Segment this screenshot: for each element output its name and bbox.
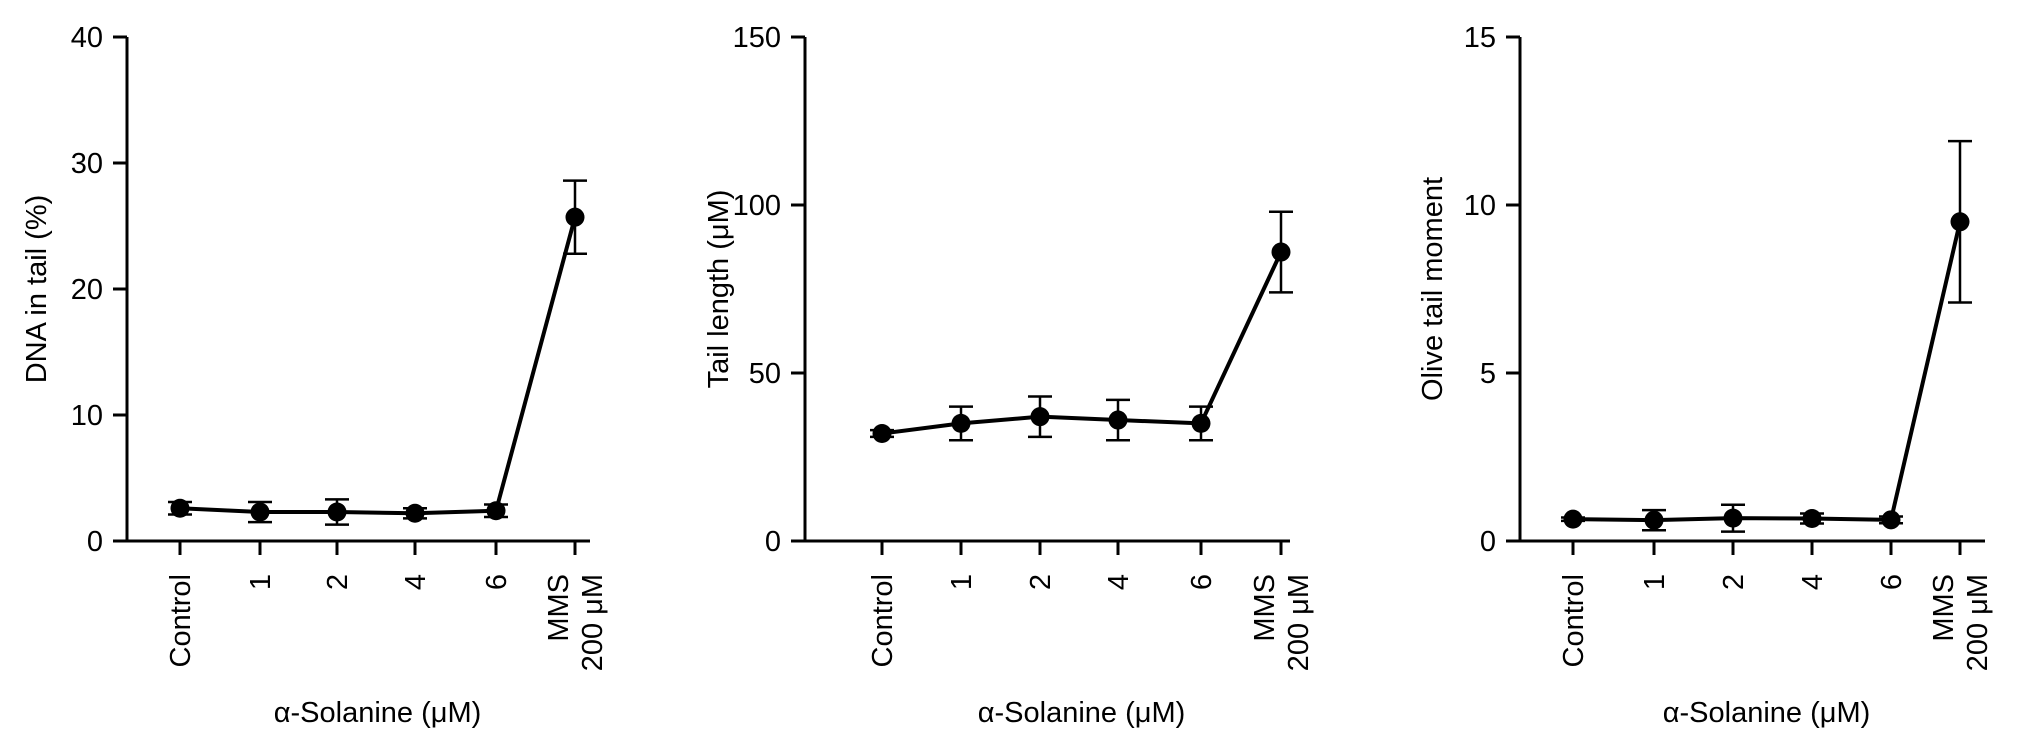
- data-point: [1108, 410, 1128, 430]
- x-tick-label: 2: [1718, 574, 1750, 590]
- x-tick-label: MMS200 μM: [1928, 574, 1994, 671]
- data-point: [872, 423, 892, 443]
- data-point: [1191, 413, 1211, 433]
- y-tick-label: 0: [1480, 526, 1496, 558]
- olive-tail-moment-chart: 0 5 10 15 Control 1 2 4 6 MMS200 μM Olive tail mom…: [1417, 22, 1994, 729]
- x-tick-label: Control: [867, 574, 899, 668]
- y-tick-label: 20: [71, 274, 103, 306]
- x-tick-label: 4: [1103, 574, 1135, 590]
- y-axis-title: DNA in tail (%): [21, 195, 53, 384]
- series-line: [1572, 221, 1962, 523]
- x-tick-label: 1: [946, 574, 978, 590]
- data-point: [1950, 212, 1970, 232]
- data-point: [170, 498, 190, 518]
- series-line: [881, 251, 1283, 436]
- data-point: [1644, 510, 1664, 530]
- x-axis-title: α-Solanine (μM): [1663, 697, 1871, 729]
- data-point: [565, 207, 585, 227]
- y-tick-label: 5: [1480, 358, 1496, 390]
- data-point: [951, 413, 971, 433]
- x-tick-label: 2: [1025, 574, 1057, 590]
- data-point: [1030, 407, 1050, 427]
- y-tick-label: 40: [71, 22, 103, 54]
- tail-length-chart: 0 50 100 150 Control 1 2 4 6 MMS200 μM Tail length…: [703, 22, 1315, 729]
- y-axis-title: Olive tail moment: [1417, 177, 1449, 401]
- series-line: [179, 216, 577, 516]
- x-tick-label: 6: [1186, 574, 1218, 590]
- data-point: [486, 501, 506, 521]
- y-tick-label: 150: [733, 22, 781, 54]
- data-point: [405, 503, 425, 523]
- y-tick-label: 10: [1464, 190, 1496, 222]
- x-tick-label: MMS200 μM: [543, 574, 609, 671]
- x-axis-title: α-Solanine (μM): [274, 697, 482, 729]
- x-tick-label: 4: [1797, 574, 1829, 590]
- x-tick-label: Control: [1558, 574, 1590, 668]
- y-tick-label: 15: [1464, 22, 1496, 54]
- data-point: [250, 502, 270, 522]
- data-point: [327, 502, 347, 522]
- y-tick-label: 30: [71, 148, 103, 180]
- y-tick-label: 50: [749, 358, 781, 390]
- data-point: [1723, 508, 1743, 528]
- x-tick-label: 4: [400, 574, 432, 590]
- y-tick-label: 0: [87, 526, 103, 558]
- y-tick-label: 0: [765, 526, 781, 558]
- y-tick-label: 100: [733, 190, 781, 222]
- y-tick-label: 10: [71, 400, 103, 432]
- data-point: [1881, 510, 1901, 530]
- x-axis-title: α-Solanine (μM): [978, 697, 1186, 729]
- data-point: [1271, 242, 1291, 262]
- x-tick-label: 2: [322, 574, 354, 590]
- x-tick-label: 6: [481, 574, 513, 590]
- x-tick-label: 1: [1639, 574, 1671, 590]
- data-point: [1563, 509, 1583, 529]
- dna-in-tail-chart: 0 10 20 30 40 Control 1 2 4 6 MMS200 μM DNA in tail…: [21, 22, 609, 729]
- x-tick-label: 6: [1876, 574, 1908, 590]
- data-point: [1802, 508, 1822, 528]
- x-tick-label: Control: [165, 574, 197, 668]
- y-axis-title: Tail length (μM): [703, 190, 735, 389]
- x-tick-label: 1: [245, 574, 277, 590]
- x-tick-label: MMS200 μM: [1249, 574, 1315, 671]
